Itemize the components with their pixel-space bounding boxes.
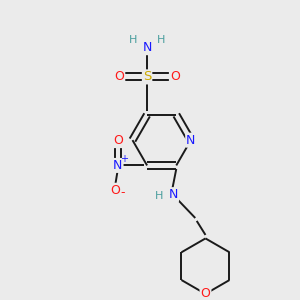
- Text: O: O: [170, 70, 180, 83]
- Text: +: +: [120, 154, 128, 164]
- Text: N: N: [113, 159, 123, 172]
- Text: O: O: [114, 70, 124, 83]
- Text: N: N: [169, 188, 178, 201]
- Text: H: H: [155, 191, 164, 201]
- Text: O: O: [110, 184, 120, 197]
- Text: H: H: [129, 35, 137, 45]
- Text: S: S: [143, 70, 151, 83]
- Text: O: O: [113, 134, 123, 147]
- Text: -: -: [120, 186, 124, 199]
- Text: N: N: [142, 41, 152, 54]
- Text: H: H: [157, 35, 165, 45]
- Text: O: O: [200, 287, 210, 300]
- Text: N: N: [186, 134, 196, 147]
